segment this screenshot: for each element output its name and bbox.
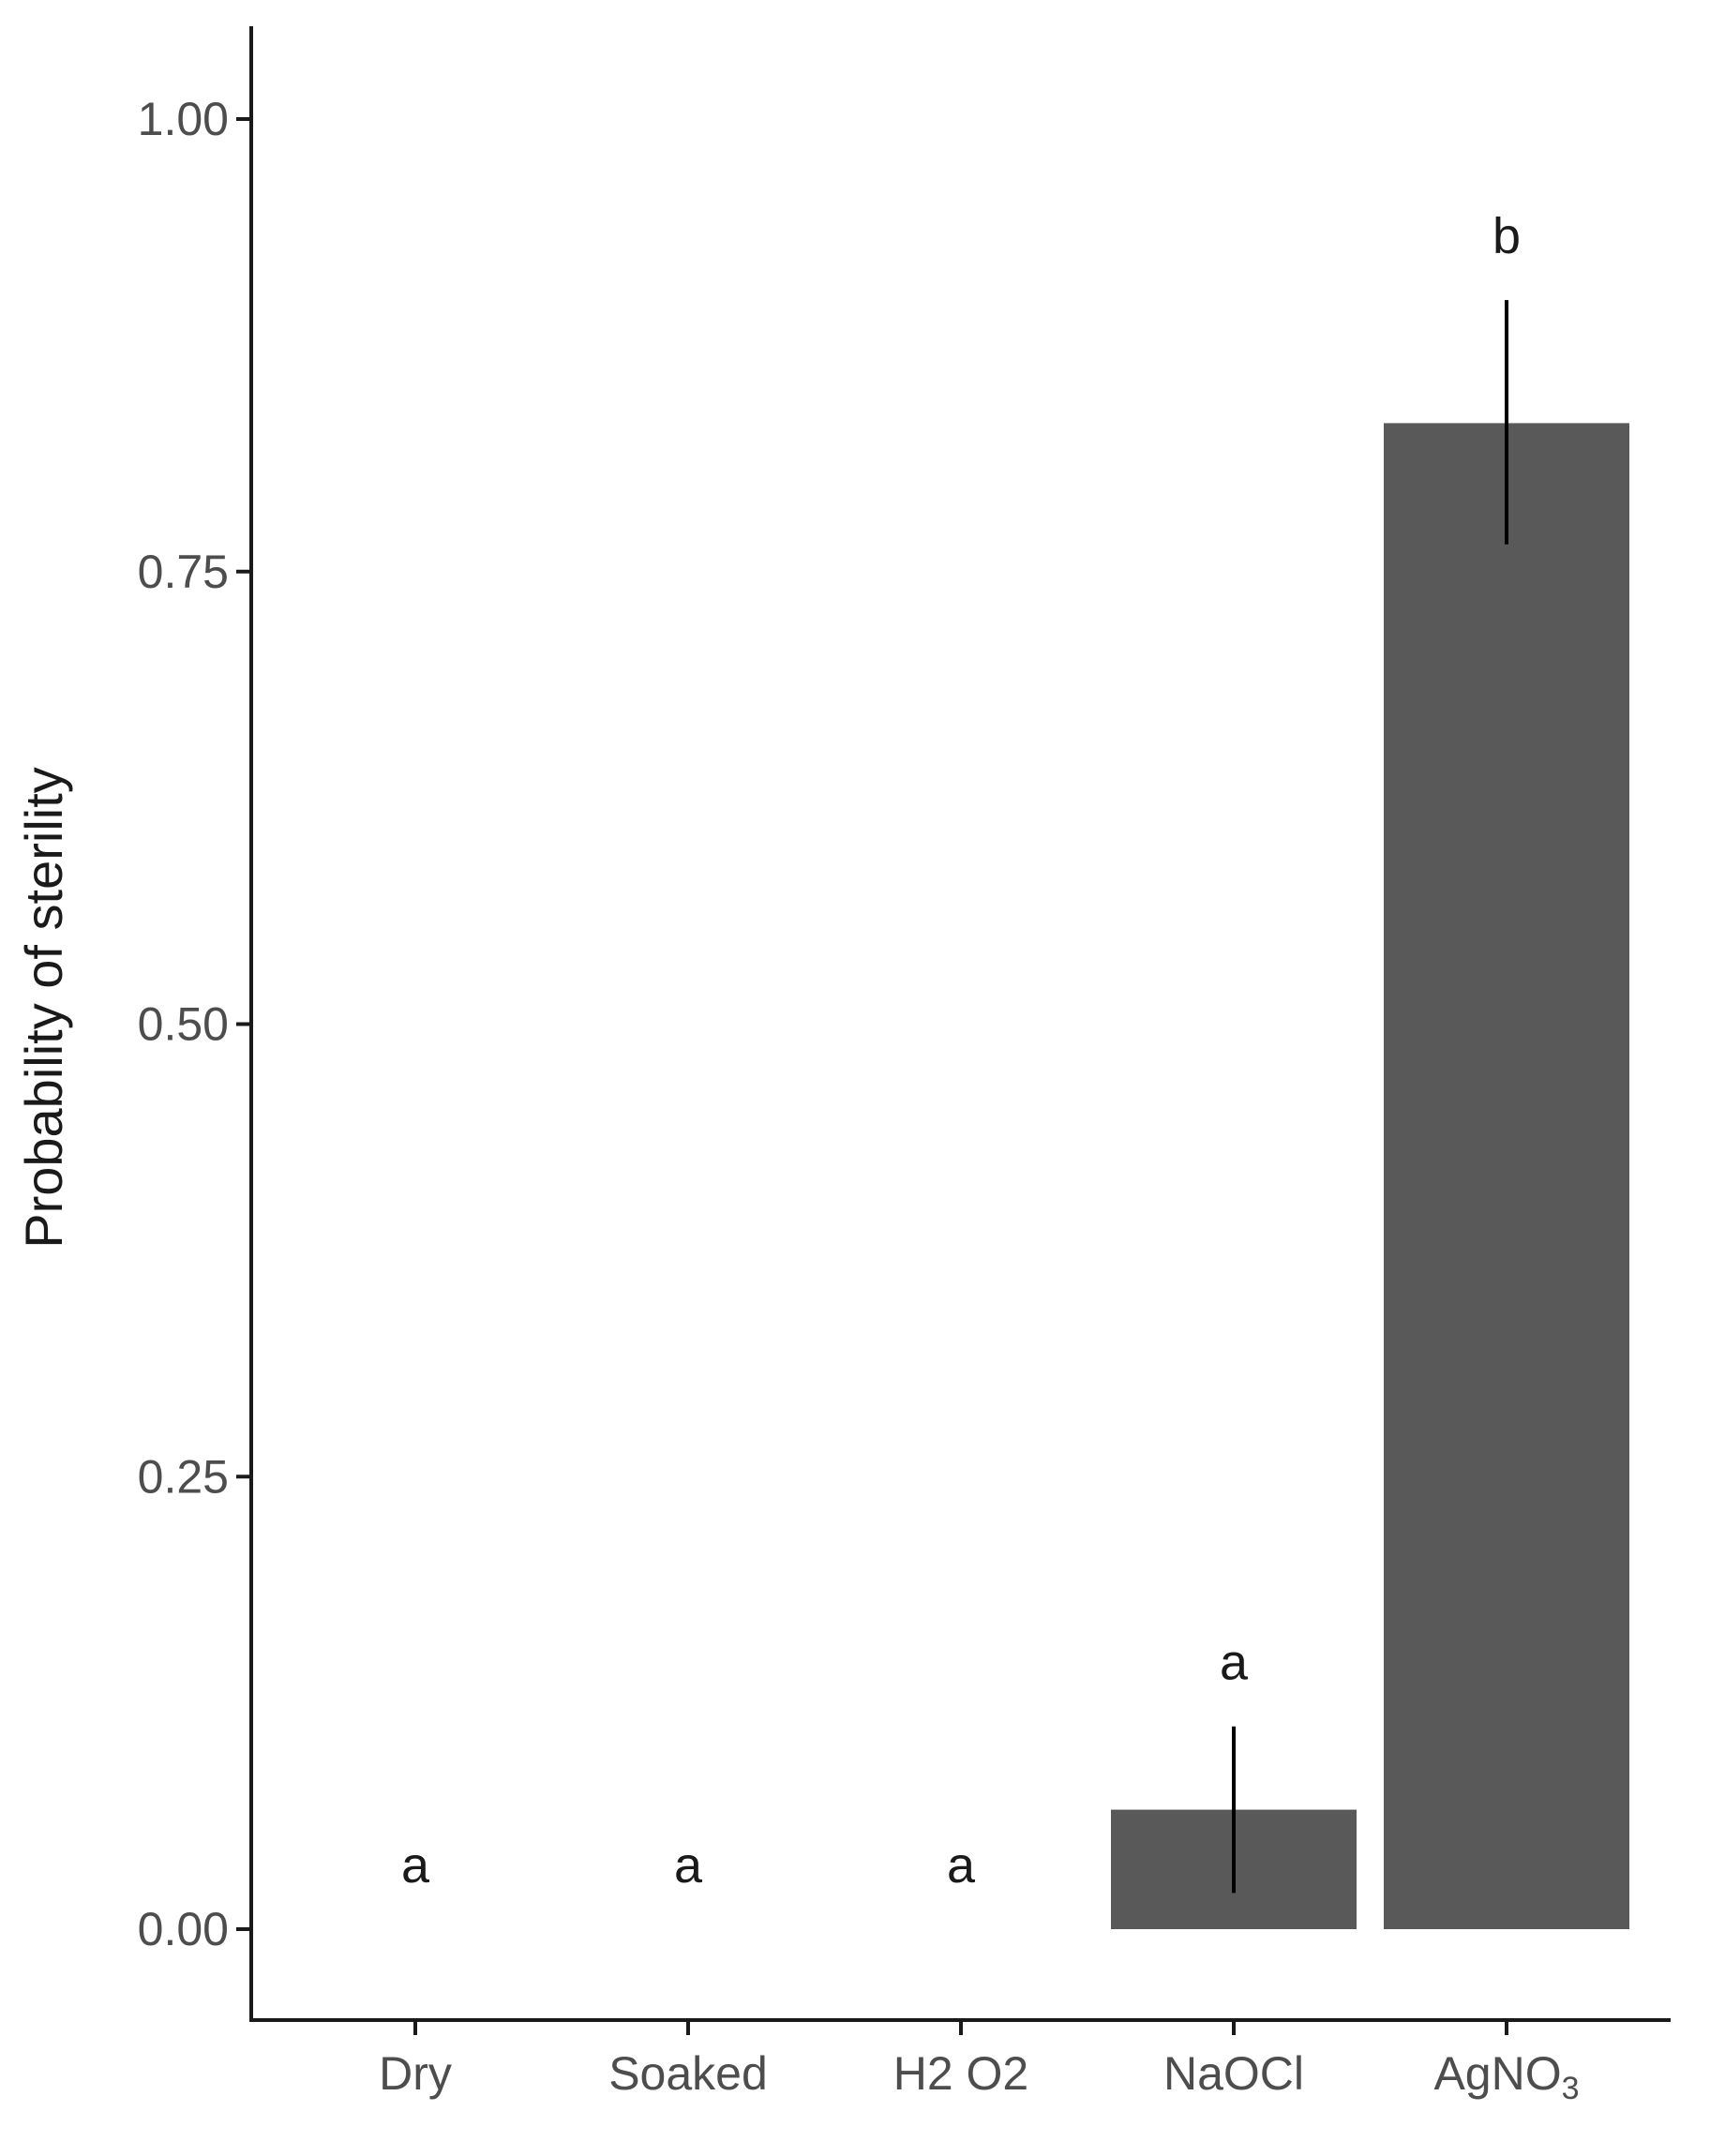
x-tick-label-naocl: NaOCl bbox=[1163, 2047, 1304, 2100]
y-tick-label: 1.00 bbox=[138, 93, 229, 145]
group-letter-h2o2: a bbox=[947, 1837, 976, 1894]
group-letter-group: a a a a b bbox=[401, 208, 1521, 1894]
x-tick-label-soaked: Soaked bbox=[608, 2047, 768, 2100]
y-axis-title: Probability of sterility bbox=[14, 767, 73, 1249]
x-tick-label-text: NaOCl bbox=[1163, 2047, 1304, 2100]
x-tick-label-text: Soaked bbox=[608, 2047, 768, 2100]
group-letter-dry: a bbox=[401, 1837, 430, 1894]
group-letter-naocl: a bbox=[1220, 1635, 1249, 1691]
y-tick-label: 0.25 bbox=[138, 1450, 229, 1503]
x-axis-ticks: Dry Soaked H2 O2 NaOCl AgNO3 bbox=[379, 2020, 1580, 2106]
x-tick-label-dry: Dry bbox=[379, 2047, 452, 2100]
error-bar-group bbox=[1232, 300, 1508, 1894]
bar-group bbox=[1111, 423, 1629, 1930]
x-tick-label-text: Dry bbox=[379, 2047, 452, 2100]
y-tick-label: 0.00 bbox=[138, 1903, 229, 1955]
x-tick-label-subscript: 3 bbox=[1562, 2071, 1580, 2106]
y-tick-label: 0.75 bbox=[138, 546, 229, 598]
x-tick-label-text: AgNO bbox=[1433, 2047, 1561, 2100]
x-tick-label-text: H2 O2 bbox=[893, 2047, 1029, 2100]
x-tick-label-agno3: AgNO3 bbox=[1433, 2047, 1579, 2106]
group-letter-agno3: b bbox=[1492, 208, 1521, 264]
bar-agno3 bbox=[1384, 423, 1629, 1930]
group-letter-soaked: a bbox=[674, 1837, 703, 1894]
y-axis-ticks: 0.00 0.25 0.50 0.75 1.00 bbox=[138, 93, 251, 1955]
y-tick-label: 0.50 bbox=[138, 998, 229, 1051]
x-tick-label-h2o2: H2 O2 bbox=[893, 2047, 1029, 2100]
